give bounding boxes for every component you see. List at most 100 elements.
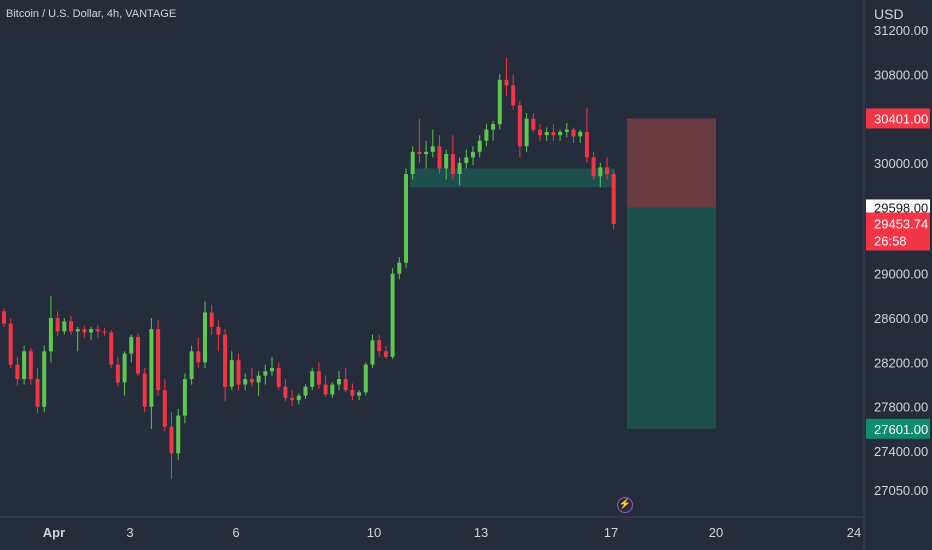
candle bbox=[55, 311, 60, 336]
svg-text:27601.00: 27601.00 bbox=[874, 422, 928, 437]
candle bbox=[323, 375, 328, 397]
candle bbox=[357, 390, 362, 401]
candle bbox=[517, 100, 522, 158]
candle bbox=[310, 367, 315, 391]
candle bbox=[95, 324, 100, 339]
candle bbox=[538, 124, 542, 141]
zone-rect bbox=[410, 168, 615, 188]
svg-text:29453.74: 29453.74 bbox=[874, 216, 928, 231]
stop-price-tag: 30401.00 bbox=[866, 108, 930, 129]
take-profit-zone[interactable] bbox=[627, 207, 716, 429]
candle bbox=[383, 345, 388, 360]
candle bbox=[330, 382, 335, 398]
candle bbox=[290, 390, 295, 407]
candle bbox=[35, 367, 40, 414]
candle bbox=[551, 124, 556, 141]
candle bbox=[377, 334, 382, 357]
candle bbox=[182, 373, 187, 424]
time-tick-label: 24 bbox=[847, 525, 861, 540]
price-tick-label: 27800.00 bbox=[874, 400, 928, 415]
candle bbox=[256, 371, 261, 396]
time-tick-label: Apr bbox=[43, 525, 65, 540]
candle bbox=[115, 356, 120, 387]
current-price-tag: 29453.74 26:58 bbox=[866, 212, 930, 251]
stop-loss-zone[interactable] bbox=[627, 118, 716, 208]
candle bbox=[196, 338, 201, 368]
price-tick-label: 31200.00 bbox=[874, 23, 928, 38]
candle bbox=[337, 371, 341, 391]
price-tick-label: 30000.00 bbox=[874, 156, 928, 171]
candle bbox=[605, 157, 609, 180]
target-price-tag: 27601.00 bbox=[866, 418, 930, 439]
candle bbox=[109, 330, 114, 368]
time-tick-label: 3 bbox=[126, 525, 133, 540]
candle bbox=[410, 146, 415, 180]
candle bbox=[437, 135, 442, 175]
candle bbox=[303, 384, 308, 399]
candle bbox=[162, 379, 167, 432]
candle bbox=[283, 379, 288, 402]
entry-price-tag: 29598.00 bbox=[866, 199, 930, 216]
candle bbox=[457, 157, 462, 186]
candle bbox=[136, 333, 140, 376]
candle bbox=[89, 326, 94, 341]
candle bbox=[243, 373, 248, 391]
candle bbox=[497, 74, 502, 130]
candle bbox=[122, 351, 127, 396]
currency-label[interactable]: USD bbox=[874, 6, 904, 22]
candle bbox=[370, 334, 375, 368]
candle bbox=[316, 362, 321, 389]
candle bbox=[484, 124, 489, 147]
candle bbox=[102, 328, 107, 336]
candle bbox=[156, 320, 161, 396]
candle bbox=[149, 318, 154, 429]
candle bbox=[42, 345, 47, 413]
candle bbox=[2, 308, 6, 327]
candle bbox=[571, 127, 576, 143]
candle bbox=[397, 257, 402, 280]
candle bbox=[28, 347, 33, 385]
candle bbox=[176, 408, 181, 460]
candle bbox=[524, 113, 529, 152]
candle bbox=[223, 329, 228, 402]
candle bbox=[8, 318, 13, 368]
candle bbox=[276, 362, 281, 391]
price-tick-label: 28600.00 bbox=[874, 311, 928, 326]
price-tick-label: 28200.00 bbox=[874, 355, 928, 370]
candle bbox=[236, 353, 241, 391]
short-position-tool[interactable] bbox=[627, 118, 716, 429]
consolidation-zone bbox=[410, 168, 615, 188]
price-tick-label: 27050.00 bbox=[874, 483, 928, 498]
price-axis[interactable]: 31200.00 30800.00 30000.00 29000.00 28600.00… bbox=[874, 23, 928, 498]
time-tick-label: 6 bbox=[232, 525, 239, 540]
candle bbox=[75, 326, 80, 352]
candle bbox=[504, 57, 509, 97]
candle bbox=[511, 74, 516, 110]
candle bbox=[424, 140, 429, 169]
candles-series bbox=[2, 57, 616, 479]
candle bbox=[558, 129, 563, 141]
time-axis[interactable]: Apr 3 6 10 13 17 20 24 bbox=[43, 525, 861, 540]
candle bbox=[430, 129, 435, 158]
candle bbox=[584, 107, 589, 163]
time-tick-label: 10 bbox=[367, 525, 381, 540]
candle bbox=[142, 367, 147, 413]
candle bbox=[15, 356, 20, 386]
candle bbox=[249, 367, 254, 387]
price-tick-label: 29000.00 bbox=[874, 267, 928, 282]
candle bbox=[417, 118, 422, 163]
candle bbox=[296, 393, 301, 405]
lightning-icon[interactable]: ⚡ bbox=[617, 497, 633, 513]
candle bbox=[390, 268, 395, 360]
candle bbox=[404, 168, 408, 269]
candle bbox=[69, 315, 73, 335]
candle bbox=[263, 364, 268, 385]
price-tick-label: 30800.00 bbox=[874, 67, 928, 82]
candle bbox=[450, 135, 455, 180]
candle bbox=[444, 149, 449, 180]
svg-text:30401.00: 30401.00 bbox=[874, 111, 928, 126]
candle bbox=[203, 301, 207, 368]
candle bbox=[82, 325, 87, 339]
